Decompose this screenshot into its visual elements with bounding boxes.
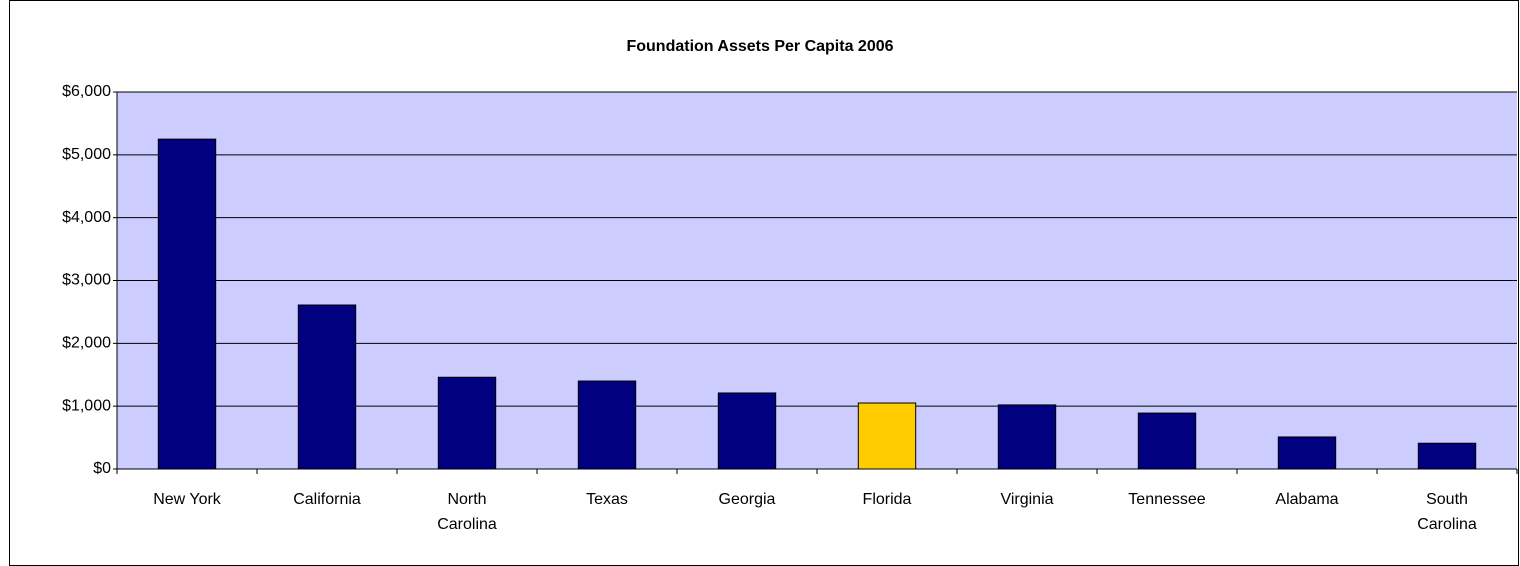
x-tick-label: Florida <box>862 491 912 508</box>
y-tick-label: $1,000 <box>62 397 111 414</box>
bar <box>157 138 217 470</box>
bar <box>437 376 497 470</box>
x-tick-label: Georgia <box>718 491 776 508</box>
bar <box>297 304 357 470</box>
chart-title: Foundation Assets Per Capita 2006 <box>626 38 893 55</box>
bar <box>1137 412 1197 470</box>
y-tick-label: $4,000 <box>62 209 111 226</box>
x-tick-label: New York <box>153 491 221 508</box>
bar <box>1417 442 1477 470</box>
bar <box>717 392 777 470</box>
y-tick-label: $5,000 <box>62 146 111 163</box>
bar <box>997 404 1057 470</box>
x-tick-label: Alabama <box>1275 491 1339 508</box>
y-tick-label: $2,000 <box>62 335 111 352</box>
x-tick-label: South Carolina <box>1417 491 1477 533</box>
bar <box>1277 436 1337 470</box>
x-tick-label: California <box>293 491 361 508</box>
bar <box>857 402 917 470</box>
x-tick-label: Virginia <box>1000 491 1054 508</box>
x-tick-label: Texas <box>586 491 628 508</box>
y-tick-label: $3,000 <box>62 272 111 289</box>
x-tick-label: Tennessee <box>1128 491 1206 508</box>
x-tick-label: North Carolina <box>437 491 497 533</box>
y-tick-label: $6,000 <box>62 83 111 100</box>
bar <box>577 380 637 470</box>
y-tick-label: $0 <box>93 460 111 477</box>
